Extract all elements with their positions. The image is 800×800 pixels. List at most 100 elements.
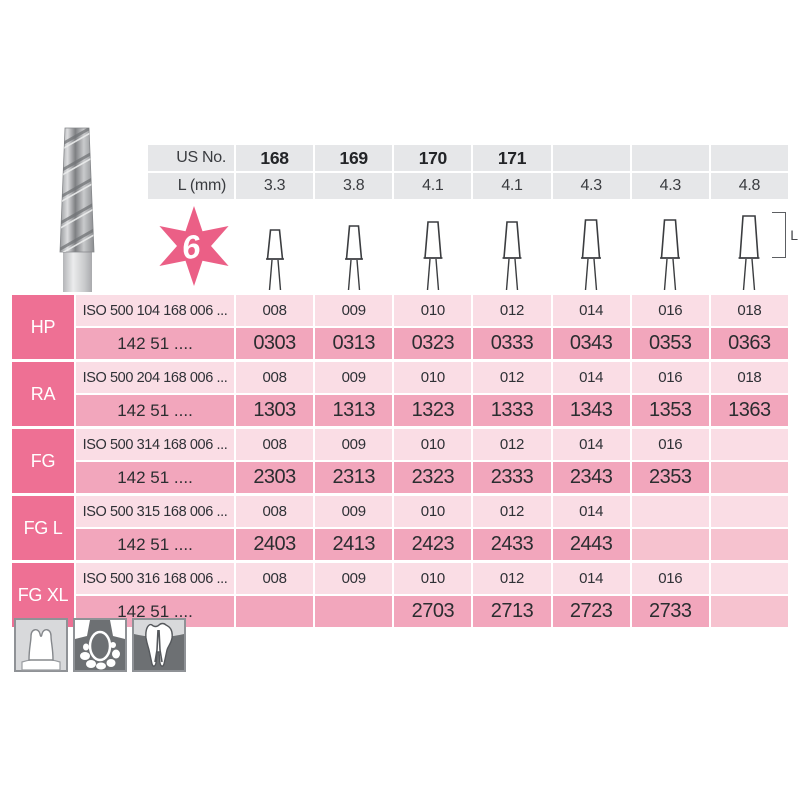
table-group-fg: FG ISO 500 314 168 006 ... 008 009 010 0… [12,429,788,493]
order-cell: 2403 [236,529,314,560]
l-mm-value: 4.1 [394,173,472,199]
size-cell [710,563,788,594]
group-label: FG XL [12,563,74,627]
l-mm-value: 4.1 [473,173,551,199]
size-cell: 016 [631,362,709,393]
size-cell: 008 [236,429,314,460]
bur-shape-icon [660,219,681,291]
size-cell: 010 [394,295,472,326]
size-cell: 018 [710,295,788,326]
order-cell: 2343 [552,462,630,493]
cavity-prep-icon [14,618,68,672]
size-cell: 016 [631,429,709,460]
order-cell: 1313 [315,395,393,426]
order-cell: 0303 [236,328,314,359]
size-cell: 018 [710,362,788,393]
iso-number: ISO 500 314 168 006 ... [76,429,234,460]
order-cell: 0313 [315,328,393,359]
catalog-table-area: US No. 168 169 170 171 L (mm) 3.3 3.8 4.… [12,145,798,630]
size-cell [710,429,788,460]
group-label: FG L [12,496,74,560]
size-cell: 012 [473,563,551,594]
us-no-value [552,145,630,171]
size-cell: 016 [631,563,709,594]
order-cell: 1303 [236,395,314,426]
iso-number: ISO 500 316 168 006 ... [76,563,234,594]
us-no-value [631,145,709,171]
l-mm-value: 4.3 [631,173,709,199]
size-cell [710,496,788,527]
table-group-hp: HP ISO 500 104 168 006 ... 008 009 010 0… [12,295,788,359]
bur-shape-cell [315,203,392,291]
us-no-header-label: US No. [148,145,234,171]
order-prefix: 142 51 .... [76,529,234,560]
bur-shape-icon [581,219,602,291]
size-cell: 010 [394,429,472,460]
order-cell: 2733 [631,596,709,627]
shape-row: 6 [12,203,798,291]
order-cell: 0363 [710,328,788,359]
order-cell [236,596,314,627]
size-cell: 016 [631,295,709,326]
order-cell: 0333 [473,328,551,359]
us-no-value [710,145,788,171]
bur-shape-cell [553,203,630,291]
size-cell: 009 [315,295,393,326]
bur-shape-cell: L [711,203,798,291]
us-no-value: 171 [473,145,551,171]
order-cell: 2423 [394,529,472,560]
size-cell: 012 [473,496,551,527]
star-badge: 6 [152,205,236,289]
star-number: 6 [179,227,203,267]
bur-shape-icon [344,225,363,291]
us-no-value: 168 [236,145,314,171]
order-cell: 1343 [552,395,630,426]
star-icon [159,206,229,286]
size-cell: 009 [315,362,393,393]
order-cell: 0353 [631,328,709,359]
size-cell: 010 [394,563,472,594]
order-prefix: 142 51 .... [76,395,234,426]
order-cell [315,596,393,627]
size-cell: 009 [315,429,393,460]
order-cell: 2323 [394,462,472,493]
order-cell: 0343 [552,328,630,359]
order-cell: 1323 [394,395,472,426]
order-cell: 1333 [473,395,551,426]
bur-shape-icon [265,229,284,291]
l-mm-value: 3.8 [315,173,393,199]
group-label: RA [12,362,74,426]
bur-shape-cell [236,203,313,291]
size-cell: 012 [473,362,551,393]
size-cell: 008 [236,295,314,326]
size-cell: 014 [552,295,630,326]
table-group-fg-xl: FG XL ISO 500 316 168 006 ... 008 009 01… [12,563,788,627]
order-cell-empty [710,462,788,493]
iso-number: ISO 500 315 168 006 ... [76,496,234,527]
size-cell: 014 [552,496,630,527]
l-mm-value: 4.8 [710,173,788,199]
size-cell: 008 [236,563,314,594]
order-cell: 2413 [315,529,393,560]
size-cell [631,496,709,527]
order-cell: 1353 [631,395,709,426]
order-cell: 2433 [473,529,551,560]
surgical-bone-removal-icon [73,618,127,672]
tooth-cross-section-icon [132,618,186,672]
l-mm-value: 3.3 [236,173,314,199]
order-cell: 2313 [315,462,393,493]
size-cell: 008 [236,496,314,527]
bur-shape-cell [473,203,550,291]
l-mm-header-label: L (mm) [148,173,234,199]
size-cell: 010 [394,496,472,527]
order-cell: 2713 [473,596,551,627]
size-cell: 010 [394,362,472,393]
group-label: FG [12,429,74,493]
order-cell: 2333 [473,462,551,493]
group-label: HP [12,295,74,359]
size-cell: 012 [473,429,551,460]
size-cell: 008 [236,362,314,393]
order-prefix: 142 51 .... [76,328,234,359]
size-cell: 014 [552,362,630,393]
table-group-fg-l: FG L ISO 500 315 168 006 ... 008 009 010… [12,496,788,560]
